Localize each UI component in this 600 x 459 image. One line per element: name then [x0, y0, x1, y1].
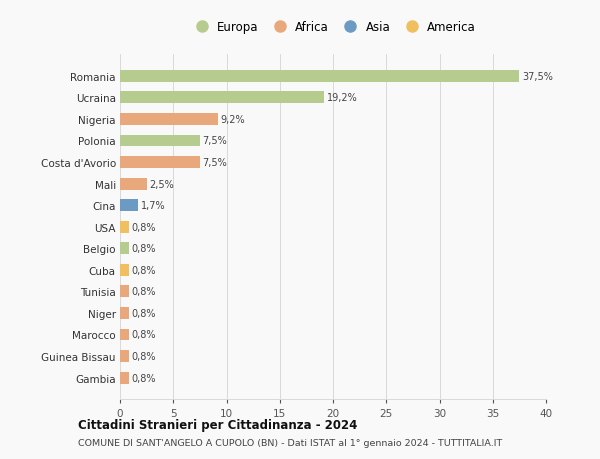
Bar	[120, 200, 138, 212]
Text: 0,8%: 0,8%	[131, 287, 155, 297]
Bar	[120, 329, 128, 341]
Text: 7,5%: 7,5%	[203, 158, 227, 168]
Bar	[120, 114, 218, 126]
Text: 0,8%: 0,8%	[131, 330, 155, 340]
Text: 0,8%: 0,8%	[131, 308, 155, 318]
Bar	[120, 308, 128, 319]
Bar	[120, 350, 128, 362]
Bar	[120, 243, 128, 255]
Bar	[120, 92, 325, 104]
Bar	[120, 157, 200, 168]
Text: COMUNE DI SANT'ANGELO A CUPOLO (BN) - Dati ISTAT al 1° gennaio 2024 - TUTTITALIA: COMUNE DI SANT'ANGELO A CUPOLO (BN) - Da…	[78, 438, 502, 447]
Text: Cittadini Stranieri per Cittadinanza - 2024: Cittadini Stranieri per Cittadinanza - 2…	[78, 418, 358, 431]
Text: 19,2%: 19,2%	[327, 93, 358, 103]
Bar	[120, 135, 200, 147]
Text: 1,7%: 1,7%	[141, 201, 166, 211]
Legend: Europa, Africa, Asia, America: Europa, Africa, Asia, America	[185, 16, 481, 39]
Text: 37,5%: 37,5%	[522, 72, 553, 82]
Bar	[120, 372, 128, 384]
Text: 0,8%: 0,8%	[131, 351, 155, 361]
Bar	[120, 71, 520, 83]
Text: 2,5%: 2,5%	[149, 179, 174, 189]
Text: 0,8%: 0,8%	[131, 244, 155, 254]
Bar	[120, 178, 146, 190]
Text: 0,8%: 0,8%	[131, 265, 155, 275]
Text: 7,5%: 7,5%	[203, 136, 227, 146]
Bar	[120, 286, 128, 297]
Text: 0,8%: 0,8%	[131, 222, 155, 232]
Text: 9,2%: 9,2%	[221, 115, 245, 125]
Bar	[120, 264, 128, 276]
Bar	[120, 221, 128, 233]
Text: 0,8%: 0,8%	[131, 373, 155, 383]
